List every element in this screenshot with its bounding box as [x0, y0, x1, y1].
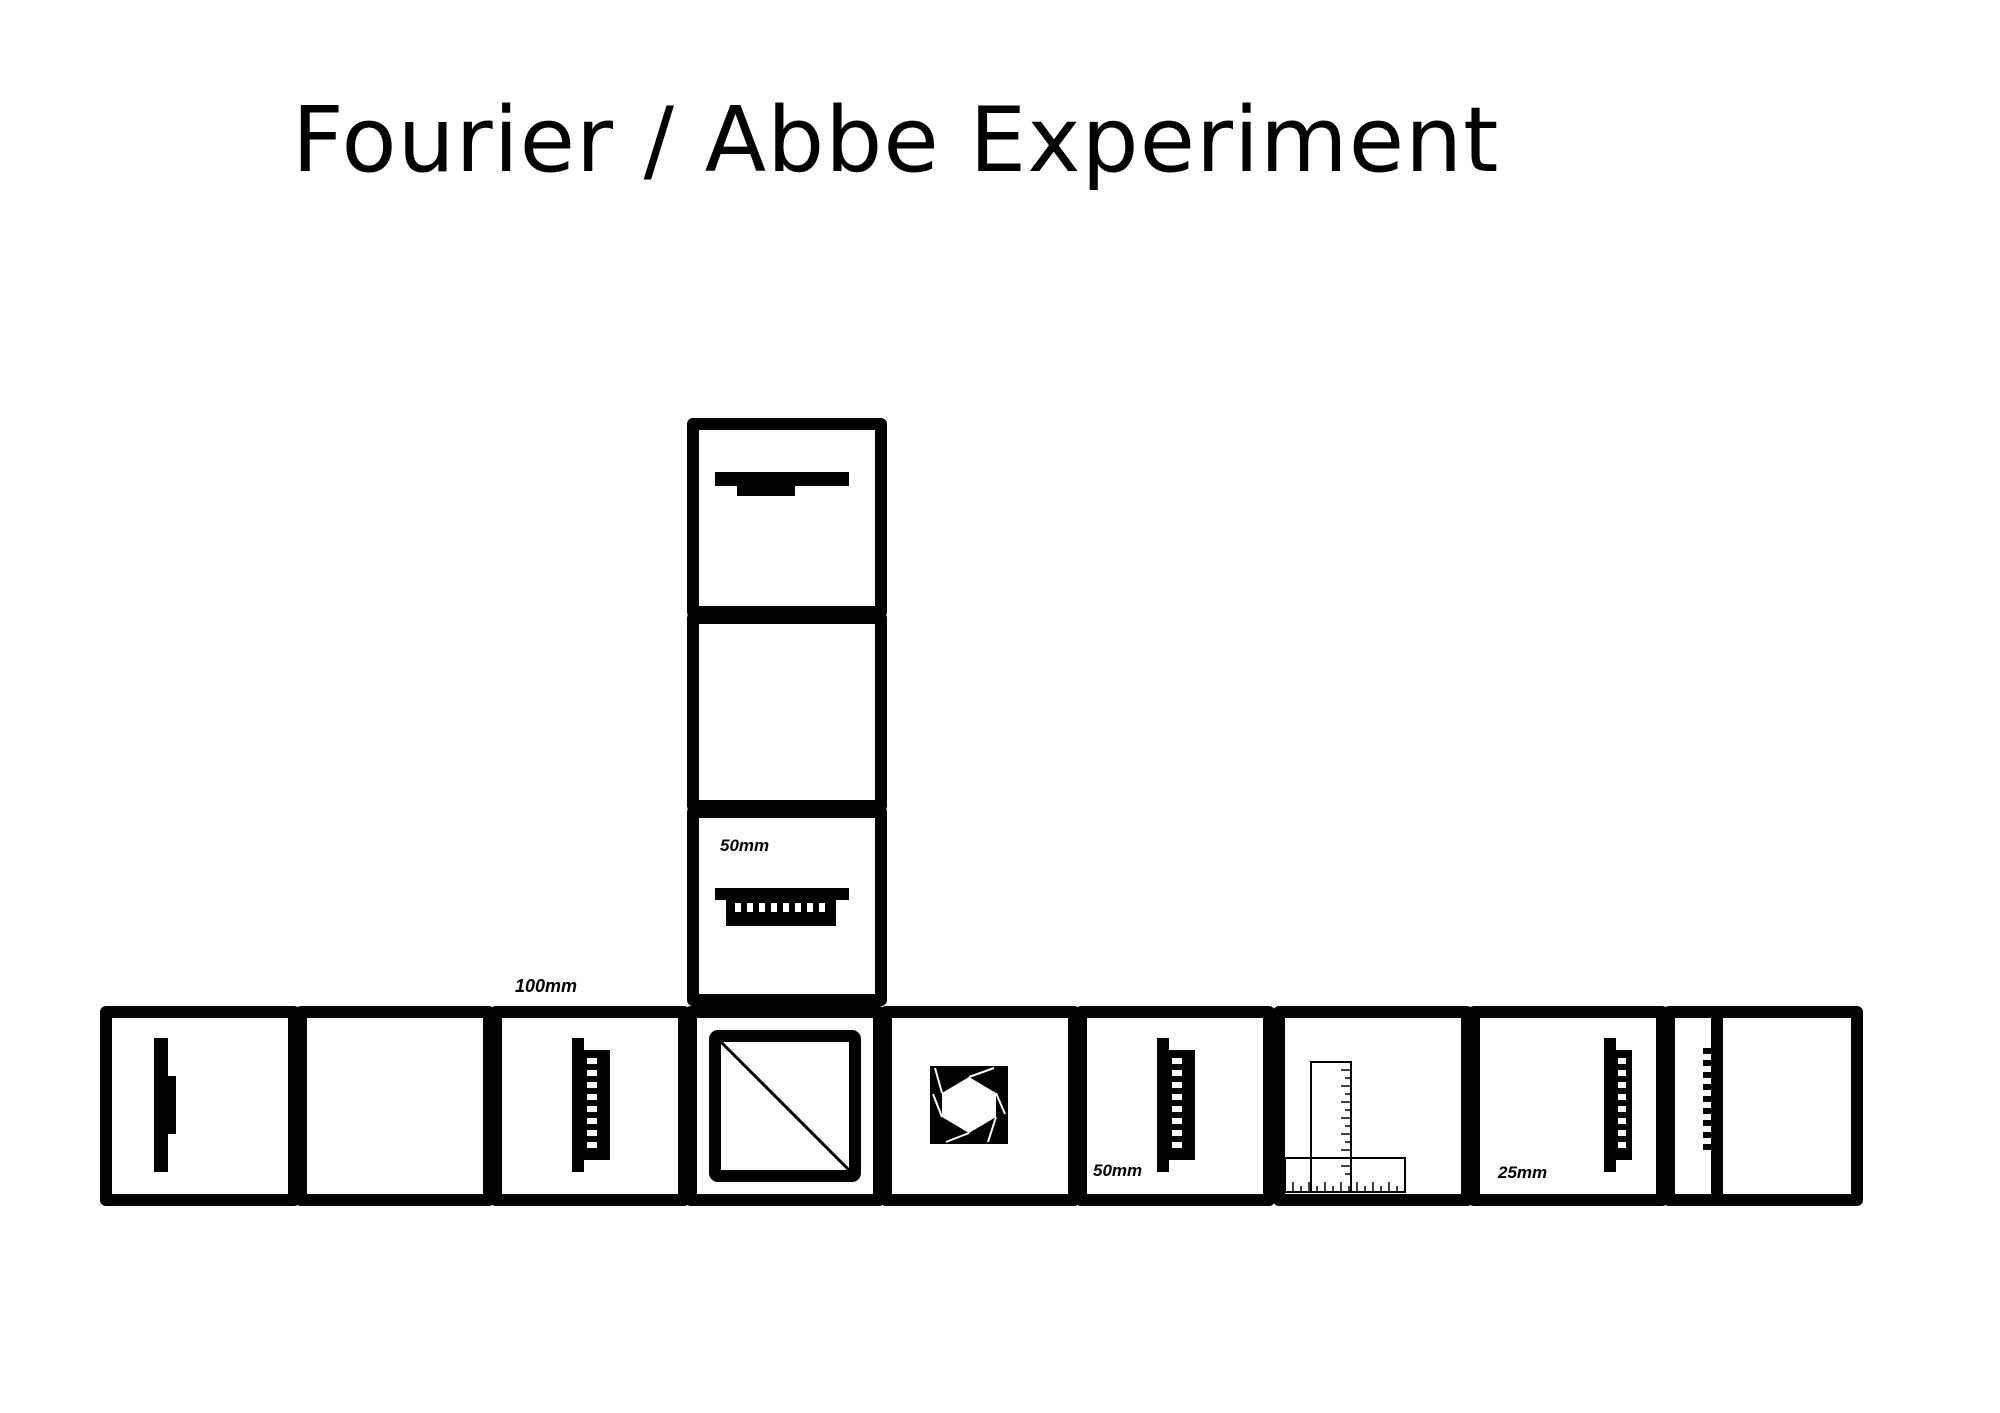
light-source-icon	[154, 1038, 176, 1172]
page-title: Fourier / Abbe Experiment	[292, 88, 1500, 193]
lens-focal-label: 50mm	[1093, 1161, 1143, 1180]
mirror-icon	[715, 472, 849, 496]
lens-focal-label: 50mm	[720, 836, 770, 855]
cube-lens-100	[490, 1006, 690, 1206]
cube-light-source	[100, 1006, 300, 1206]
ruler-icon	[1284, 1061, 1406, 1193]
lens-icon	[715, 888, 849, 926]
lens-focal-label: 100mm	[515, 976, 578, 996]
screen-icon	[1703, 1018, 1723, 1194]
cube-lens-50: 50mm	[1075, 1006, 1275, 1206]
cube-iris-aperture	[880, 1006, 1080, 1206]
cube-lens-50-vertical: 50mm	[687, 806, 887, 1006]
cube-empty-row	[295, 1006, 495, 1206]
cube-lens-25: 25mm	[1468, 1006, 1668, 1206]
cube-screen	[1663, 1006, 1863, 1206]
lens-focal-label: 25mm	[1498, 1163, 1548, 1182]
cube-ruler	[1273, 1006, 1473, 1206]
iris-aperture-icon	[930, 1066, 1008, 1144]
lens-icon	[1157, 1038, 1195, 1172]
beam-splitter-icon	[709, 1030, 861, 1182]
cube-empty-vertical	[687, 612, 887, 812]
lens-icon	[1604, 1038, 1632, 1172]
cube-beam-splitter	[685, 1006, 885, 1206]
cube-mirror	[687, 418, 887, 618]
lens-icon	[572, 1038, 610, 1172]
